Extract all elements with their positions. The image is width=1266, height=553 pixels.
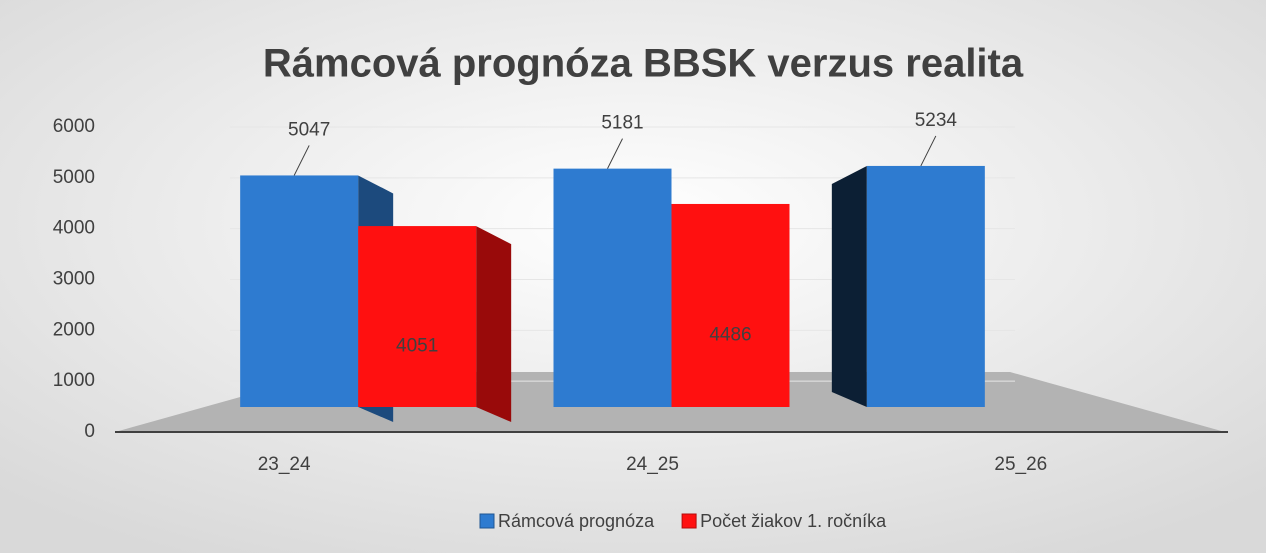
- bar: [553, 168, 672, 407]
- bar: [671, 203, 790, 407]
- legend-label: Počet žiakov 1. ročníka: [700, 511, 887, 531]
- y-tick-label: 6000: [53, 116, 95, 137]
- y-tick-label: 4000: [53, 218, 95, 239]
- x-tick-label: 23_24: [258, 454, 311, 475]
- bar: [358, 226, 477, 407]
- leader-line: [607, 138, 623, 169]
- y-tick-label: 1000: [53, 370, 95, 391]
- x-tick-label: 25_26: [994, 454, 1047, 475]
- y-tick-label: 3000: [53, 269, 95, 290]
- bar: [240, 175, 359, 407]
- bar-side: [476, 226, 512, 422]
- leader-line: [293, 145, 310, 176]
- data-label: 4051: [396, 336, 438, 357]
- chart-title: Rámcová prognóza BBSK verzus realita: [263, 42, 1024, 86]
- data-label: 4486: [709, 324, 751, 345]
- data-label: 5234: [915, 110, 958, 131]
- bar: [866, 165, 985, 407]
- data-label: 5047: [288, 119, 330, 140]
- legend-swatch: [681, 513, 697, 529]
- x-tick-label: 24_25: [626, 454, 679, 475]
- bar-side: [831, 165, 867, 407]
- legend-swatch: [479, 513, 495, 529]
- y-tick-label: 0: [84, 421, 95, 442]
- y-tick-label: 2000: [53, 319, 95, 340]
- data-label: 5181: [601, 113, 643, 134]
- legend-label: Rámcová prognóza: [498, 511, 655, 531]
- y-tick-label: 5000: [53, 167, 95, 188]
- leader-line: [920, 135, 937, 167]
